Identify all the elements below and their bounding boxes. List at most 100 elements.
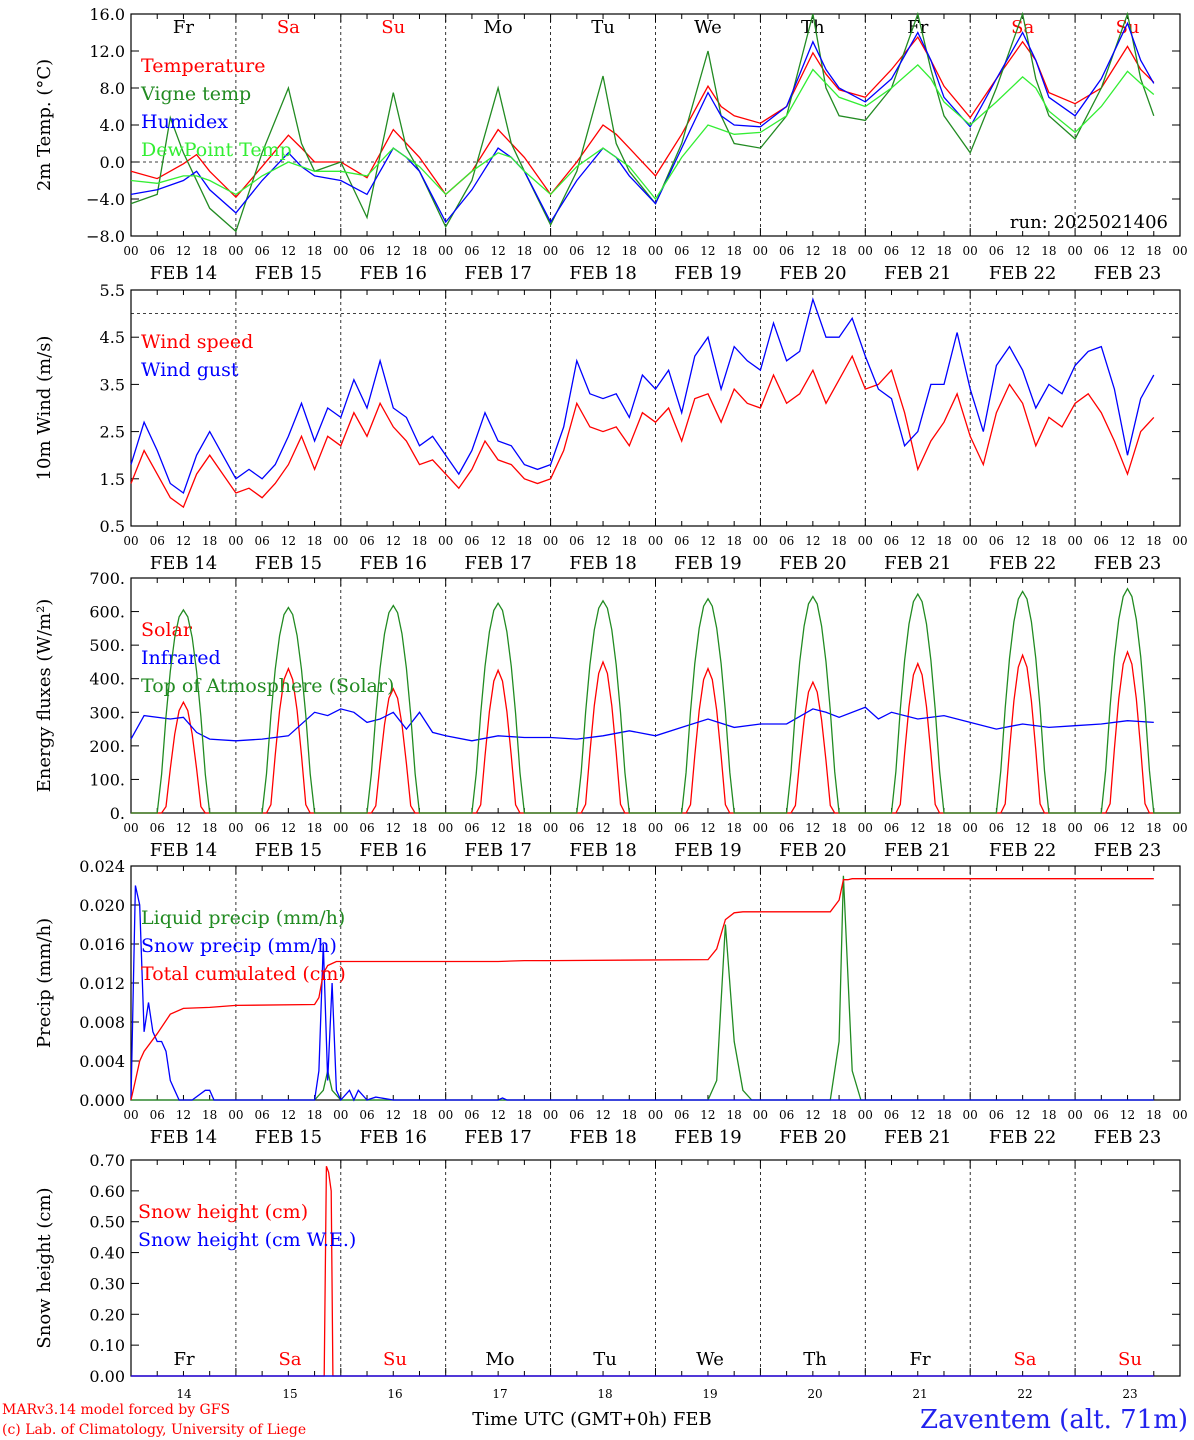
hour-tick-label: 12	[700, 534, 715, 548]
weekday-label: Tu	[591, 17, 615, 38]
hour-tick-label: 12	[386, 1108, 401, 1122]
y-tick-label: 8.0	[100, 79, 125, 98]
hour-tick-label: 00	[963, 1108, 978, 1122]
weekday-label: Sa	[1013, 1349, 1036, 1370]
hour-tick-label: 00	[438, 821, 453, 835]
hour-tick-label: 18	[517, 534, 532, 548]
hour-tick-label: 12	[281, 244, 296, 258]
weekday-label: Fr	[907, 17, 928, 38]
hour-tick-label: 00	[753, 244, 768, 258]
hour-tick-label: 00	[648, 534, 663, 548]
date-label: FEB 22	[989, 1127, 1056, 1148]
hour-tick-label: 12	[1120, 1108, 1135, 1122]
hour-tick-label: 06	[1094, 244, 1109, 258]
hour-tick-label: 00	[438, 534, 453, 548]
hour-tick-label: 12	[491, 534, 506, 548]
hour-tick-label: 18	[202, 244, 217, 258]
hour-tick-label: 00	[543, 1108, 558, 1122]
y-tick-label: 100.	[89, 770, 125, 789]
hour-tick-label: 12	[595, 244, 610, 258]
y-tick-label: 16.0	[89, 5, 125, 24]
y-axis-label: 2m Temp. (°C)	[34, 59, 55, 191]
legend-entry: Top of Atmosphere (Solar)	[141, 675, 394, 697]
date-label: FEB 17	[464, 553, 531, 574]
y-tick-label: 0.012	[79, 974, 125, 993]
date-label: FEB 19	[674, 1127, 741, 1148]
hour-tick-label: 18	[412, 534, 427, 548]
hour-tick-label: 12	[805, 244, 820, 258]
y-tick-label: 0.20	[89, 1305, 125, 1324]
hour-tick-label: 12	[1015, 821, 1030, 835]
day-number: 23	[1122, 1387, 1137, 1401]
hour-tick-label: 00	[1067, 244, 1082, 258]
hour-tick-label: 06	[150, 821, 165, 835]
hour-tick-label: 18	[307, 1108, 322, 1122]
hour-tick-label: 00	[1172, 1108, 1187, 1122]
day-number: 15	[282, 1387, 297, 1401]
y-axis-label: Snow height (cm)	[34, 1187, 55, 1348]
weekday-label: Fr	[173, 17, 194, 38]
hour-tick-label: 06	[464, 1108, 479, 1122]
hour-tick-label: 00	[858, 1108, 873, 1122]
hour-tick-label: 18	[936, 1108, 951, 1122]
hour-tick-label: 00	[333, 244, 348, 258]
hour-tick-label: 12	[176, 534, 191, 548]
hour-tick-label: 18	[1041, 534, 1056, 548]
panel-3: 00 06 12 18 00 06 12 18 00 06 12 18 00 06 12 18 00 06 12 18…	[34, 857, 1188, 1148]
hour-tick-label: 12	[281, 534, 296, 548]
date-label: FEB 18	[569, 1127, 636, 1148]
hour-tick-label: 00	[123, 534, 138, 548]
hour-tick-label: 18	[1146, 1108, 1161, 1122]
hour-tick-label: 12	[910, 244, 925, 258]
date-label: FEB 18	[569, 553, 636, 574]
y-tick-label: 0.30	[89, 1274, 125, 1293]
hour-tick-label: 00	[123, 821, 138, 835]
hour-tick-label: 00	[543, 534, 558, 548]
y-tick-label: 0.10	[89, 1336, 125, 1355]
hour-tick-label: 06	[359, 244, 374, 258]
hour-tick-label: 06	[884, 534, 899, 548]
series-line	[130, 297, 1155, 495]
date-label: FEB 22	[989, 263, 1056, 284]
date-label: FEB 18	[569, 840, 636, 861]
hour-tick-label: 06	[150, 534, 165, 548]
hour-tick-label: 18	[831, 244, 846, 258]
hour-tick-label: 12	[1120, 534, 1135, 548]
hour-tick-label: 00	[858, 821, 873, 835]
series-line	[130, 878, 1154, 1101]
legend-entry: Infrared	[141, 647, 221, 669]
date-label: FEB 22	[989, 553, 1056, 574]
hour-tick-label: 06	[1094, 1108, 1109, 1122]
y-tick-label: 4.5	[100, 328, 125, 347]
hour-tick-label: 06	[464, 244, 479, 258]
hour-tick-label: 12	[595, 1108, 610, 1122]
y-tick-label: 0.000	[79, 1091, 125, 1110]
hour-tick-label: 06	[569, 244, 584, 258]
hour-tick-label: 00	[753, 821, 768, 835]
y-tick-label: 700.	[89, 569, 125, 588]
hour-tick-label: 06	[674, 821, 689, 835]
hour-tick-label: 18	[307, 244, 322, 258]
y-tick-label: −4.0	[86, 190, 125, 209]
hour-tick-label: 12	[700, 1108, 715, 1122]
weekday-label: Tu	[593, 1349, 617, 1370]
weekday-label: Mo	[485, 1349, 514, 1370]
day-number: 22	[1017, 1387, 1032, 1401]
run-label: run: 2025021406	[1010, 212, 1168, 233]
hour-tick-label: 00	[963, 534, 978, 548]
hour-tick-label: 00	[963, 821, 978, 835]
hour-tick-label: 06	[674, 1108, 689, 1122]
day-number: 14	[176, 1387, 192, 1401]
hour-tick-label: 00	[228, 1108, 243, 1122]
weekday-label: Sa	[278, 1349, 301, 1370]
hour-tick-label: 00	[333, 1108, 348, 1122]
date-label: FEB 15	[255, 1127, 322, 1148]
y-tick-label: 0.016	[79, 935, 125, 954]
hour-tick-label: 12	[700, 821, 715, 835]
hour-tick-label: 00	[753, 1108, 768, 1122]
hour-tick-label: 12	[176, 244, 191, 258]
hour-tick-label: 00	[228, 821, 243, 835]
hour-tick-label: 06	[674, 534, 689, 548]
hour-tick-label: 18	[1041, 1108, 1056, 1122]
hour-tick-label: 00	[858, 534, 873, 548]
